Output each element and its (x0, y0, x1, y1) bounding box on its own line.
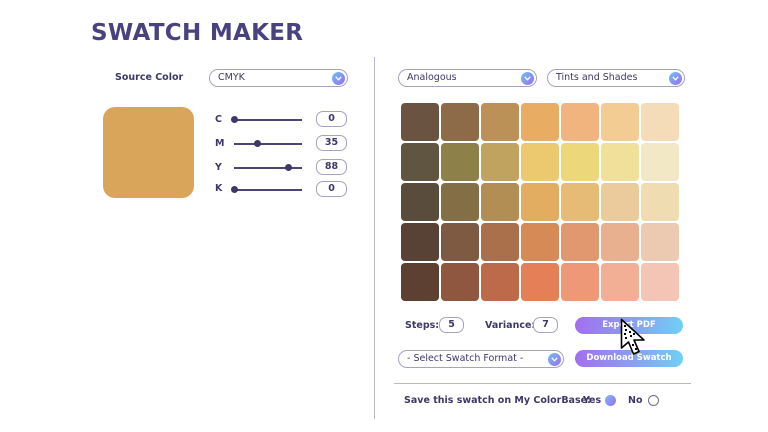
channel-c-label: C (215, 114, 222, 125)
mouse-pointer-icon (620, 318, 654, 360)
download-swatch-button[interactable]: Download Swatch (575, 350, 683, 367)
section-divider (394, 383, 691, 384)
swatch-cell[interactable] (521, 223, 559, 261)
variance-value[interactable]: 7 (533, 317, 558, 333)
save-yes-label: Yes (583, 395, 602, 406)
swatch-cell[interactable] (641, 223, 679, 261)
app-title: SWATCH MAKER (91, 20, 304, 46)
swatch-cell[interactable] (401, 263, 439, 301)
save-no-radio[interactable] (648, 395, 659, 406)
harmony-value: Analogous (407, 72, 457, 83)
swatch-cell[interactable] (521, 143, 559, 181)
swatch-format-value: - Select Swatch Format - (407, 353, 524, 364)
swatch-cell[interactable] (481, 143, 519, 181)
swatch-cell[interactable] (561, 183, 599, 221)
channel-k-track[interactable] (234, 189, 302, 191)
swatch-cell[interactable] (401, 143, 439, 181)
variation-value: Tints and Shades (556, 72, 638, 83)
chevron-down-icon (332, 72, 345, 85)
swatch-cell[interactable] (561, 223, 599, 261)
chevron-down-icon (669, 72, 682, 85)
chevron-down-icon (548, 353, 561, 366)
channel-c-slider-handle[interactable] (231, 116, 238, 123)
channel-c-value[interactable]: 0 (316, 111, 347, 127)
steps-label: Steps: (405, 320, 440, 331)
swatch-cell[interactable] (401, 223, 439, 261)
channel-m-slider-handle[interactable] (254, 140, 261, 147)
swatch-cell[interactable] (441, 223, 479, 261)
swatch-cell[interactable] (561, 143, 599, 181)
swatch-cell[interactable] (561, 103, 599, 141)
swatch-cell[interactable] (441, 143, 479, 181)
swatch-cell[interactable] (601, 143, 639, 181)
swatch-cell[interactable] (441, 263, 479, 301)
swatch-cell[interactable] (521, 183, 559, 221)
swatch-cell[interactable] (401, 103, 439, 141)
swatch-cell[interactable] (641, 263, 679, 301)
swatch-cell[interactable] (521, 263, 559, 301)
swatch-cell[interactable] (601, 103, 639, 141)
save-yes-radio[interactable] (605, 395, 616, 406)
channel-y-track[interactable] (234, 167, 302, 169)
save-question: Save this swatch on My ColorBase: (404, 395, 591, 406)
swatch-cell[interactable] (601, 183, 639, 221)
channel-y-label: Y (215, 162, 222, 173)
harmony-select[interactable]: Analogous (398, 69, 537, 87)
swatch-cell[interactable] (481, 263, 519, 301)
panel-divider (374, 57, 375, 419)
swatch-cell[interactable] (601, 263, 639, 301)
channel-m-label: M (215, 138, 225, 149)
channel-m-value[interactable]: 35 (316, 135, 347, 151)
channel-y-value[interactable]: 88 (316, 159, 347, 175)
swatch-cell[interactable] (641, 143, 679, 181)
swatch-format-select[interactable]: - Select Swatch Format - (398, 350, 564, 368)
swatch-cell[interactable] (481, 183, 519, 221)
channel-y-slider-handle[interactable] (285, 164, 292, 171)
channel-k-value[interactable]: 0 (316, 181, 347, 197)
source-color-label: Source Color (115, 72, 184, 83)
swatch-cell[interactable] (401, 183, 439, 221)
swatch-cell[interactable] (641, 183, 679, 221)
swatch-cell[interactable] (561, 263, 599, 301)
chevron-down-icon (521, 72, 534, 85)
swatch-cell[interactable] (441, 183, 479, 221)
save-no-label: No (628, 395, 643, 406)
source-color-preview (103, 107, 194, 198)
channel-c-track[interactable] (234, 119, 302, 121)
variance-label: Variance: (485, 320, 536, 331)
swatch-cell[interactable] (601, 223, 639, 261)
variation-select[interactable]: Tints and Shades (547, 69, 685, 87)
color-mode-select[interactable]: CMYK (209, 69, 348, 87)
swatch-cell[interactable] (441, 103, 479, 141)
swatch-cell[interactable] (521, 103, 559, 141)
swatch-cell[interactable] (641, 103, 679, 141)
channel-m-track[interactable] (234, 143, 302, 145)
color-mode-value: CMYK (218, 72, 245, 83)
steps-value[interactable]: 5 (439, 317, 464, 333)
swatch-cell[interactable] (481, 223, 519, 261)
channel-k-label: K (215, 183, 223, 194)
swatch-cell[interactable] (481, 103, 519, 141)
channel-k-slider-handle[interactable] (231, 186, 238, 193)
